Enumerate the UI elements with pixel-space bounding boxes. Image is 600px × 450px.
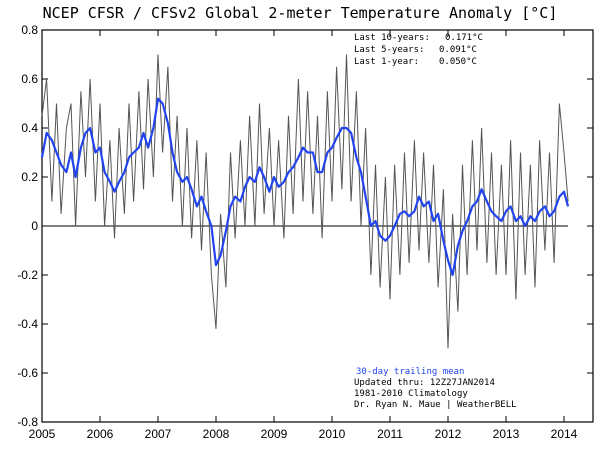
stat-1yr-label: Last 1-year:: [354, 57, 419, 67]
y-tick-label: 0: [31, 219, 38, 233]
x-tick-label: 2005: [29, 427, 56, 441]
trailing-mean-series: [40, 97, 570, 277]
stat-1yr-value: 0.050°C: [439, 57, 477, 67]
stat-10yr-label: Last 10-years:: [354, 33, 430, 43]
x-tick-label: 2012: [435, 427, 462, 441]
note-updated: Updated thru: 12Z27JAN2014: [354, 378, 495, 388]
y-tick-label: 0.6: [21, 72, 38, 86]
x-tick-label: 2010: [319, 427, 346, 441]
stat-10yr-value: 0.171°C: [445, 33, 483, 43]
x-tick-label: 2013: [493, 427, 520, 441]
legend-label: 30-day trailing mean: [356, 367, 464, 377]
y-tick-label: -0.2: [17, 268, 38, 282]
stats-block: Last 10-years: 0.171°C Last 5-years: 0.0…: [354, 33, 483, 67]
note-author: Dr. Ryan N. Maue | WeatherBELL: [354, 400, 517, 410]
x-tick-label: 2008: [203, 427, 230, 441]
daily-series-line: [41, 54, 569, 349]
x-tick-label: 2014: [551, 427, 578, 441]
trailing-mean-line: [40, 97, 570, 277]
x-axis: 2005 2006 2007 2008 2009 2010 2011 2012 2013 2014: [29, 30, 578, 441]
x-tick-label: 2011: [377, 427, 403, 441]
x-tick-label: 2007: [145, 427, 172, 441]
chart-title: NCEP CFSR / CFSv2 Global 2-meter Tempera…: [43, 4, 558, 22]
daily-series: [41, 54, 569, 349]
y-tick-label: -0.4: [17, 317, 38, 331]
y-tick-label: -0.6: [17, 366, 38, 380]
legend: 30-day trailing mean Updated thru: 12Z27…: [354, 367, 517, 410]
x-tick-label: 2009: [261, 427, 288, 441]
y-tick-label: -0.8: [17, 415, 38, 429]
y-tick-label: 0.4: [21, 121, 38, 135]
x-tick-label: 2006: [87, 427, 114, 441]
stat-5yr-value: 0.091°C: [439, 45, 477, 55]
stat-5yr-label: Last 5-years:: [354, 45, 424, 55]
note-climatology: 1981-2010 Climatology: [354, 389, 468, 399]
y-axis: 0.8 0.6 0.4 0.2 0 -0.2 -0.4 -0.6 -0.8: [17, 23, 593, 429]
y-tick-label: 0.8: [21, 23, 38, 37]
y-tick-label: 0.2: [21, 170, 38, 184]
